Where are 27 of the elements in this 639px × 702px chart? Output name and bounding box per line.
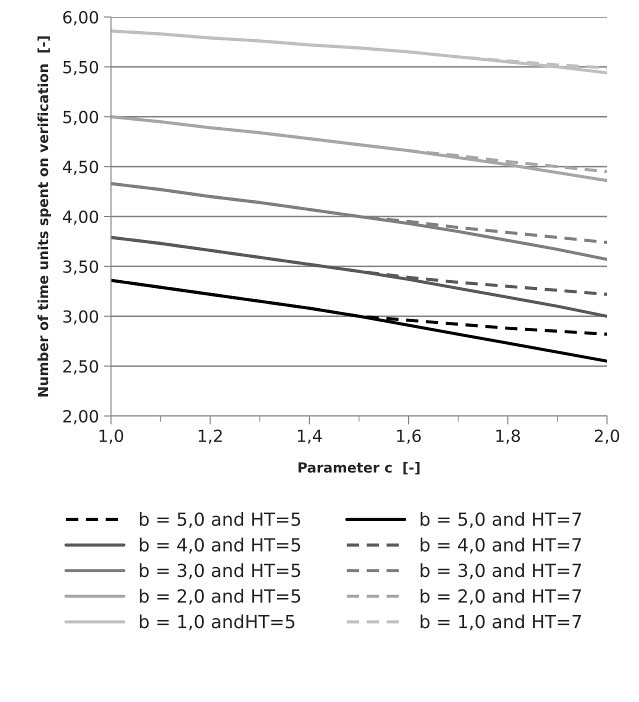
- x-axis-title: Parameter c [-]: [298, 462, 420, 474]
- y-axis-title: Number of time units spent on verification [-]: [38, 36, 51, 396]
- legend-label: b = 3,0 and HT=7: [420, 563, 581, 580]
- legend-label: b = 4,0 and HT=7: [420, 538, 581, 554]
- y-tick-label: 6,00: [63, 10, 98, 26]
- x-tick-label: 2,0: [594, 429, 620, 444]
- x-tick-label: 1,6: [397, 429, 421, 444]
- y-tick-label: 4,00: [62, 210, 98, 225]
- y-tick-label: 2,50: [63, 360, 98, 374]
- legend-label: b = 1,0 and HT=7: [420, 614, 581, 630]
- x-tick-label: 1,8: [496, 429, 520, 444]
- x-tick-label: 1,0: [100, 429, 124, 444]
- y-tick-label: 3,00: [63, 310, 98, 325]
- y-tick-label: 5,50: [63, 60, 98, 76]
- x-tick-label: 1,2: [198, 429, 222, 444]
- legend-label: b = 2,0 and HT=5: [140, 588, 300, 605]
- legend-label: b = 2,0 and HT=7: [420, 588, 581, 605]
- legend-label: b = 5,0 and HT=5: [140, 512, 300, 528]
- legend-label: b = 4,0 and HT=5: [140, 538, 300, 554]
- y-tick-label: 2,00: [63, 410, 98, 424]
- legend-label: b = 3,0 and HT=5: [140, 563, 300, 580]
- legend-label: b = 1,0 andHT=5: [140, 614, 294, 630]
- y-tick-label: 5,00: [63, 110, 98, 126]
- legend-label: b = 5,0 and HT=7: [420, 512, 581, 528]
- y-tick-label: 4,50: [62, 160, 98, 175]
- x-tick-label: 1,4: [298, 430, 322, 444]
- y-tick-label: 3,50: [63, 260, 98, 275]
